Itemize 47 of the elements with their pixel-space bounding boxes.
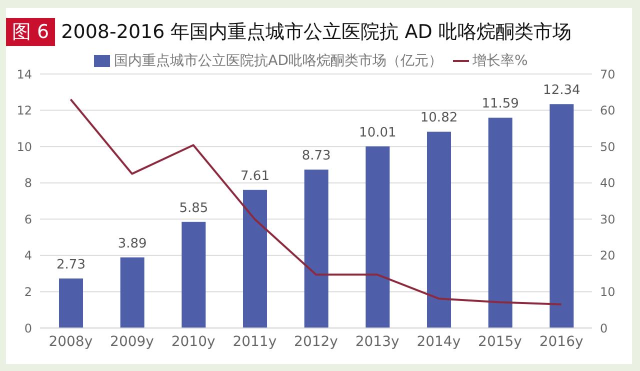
y-tick-label: 14 xyxy=(16,67,32,82)
y-tick-label: 10 xyxy=(16,140,32,154)
bar xyxy=(120,257,144,328)
caption: 图 6 xyxy=(6,18,56,46)
x-tick-label: 2012y xyxy=(294,334,338,350)
legend-label: 国内重点城市公立医院抗AD吡咯烷酮类市场（亿元） xyxy=(114,53,443,69)
data-label: 7.61 xyxy=(240,168,270,184)
y-tick-label: 12 xyxy=(16,104,32,118)
data-label: 10.82 xyxy=(420,110,458,126)
data-label: 12.34 xyxy=(543,83,580,98)
x-tick-label: 2008y xyxy=(48,334,93,350)
y-tick-label: 2 xyxy=(24,284,32,299)
y-tick-label: 4 xyxy=(24,248,32,263)
y-tick-label: 8 xyxy=(24,176,32,190)
data-label: 8.73 xyxy=(302,148,331,164)
bar xyxy=(366,146,390,328)
bar xyxy=(427,132,451,328)
y2-tick-label: 50 xyxy=(600,140,616,154)
bar xyxy=(550,104,574,328)
y2-tick-label: 10 xyxy=(600,284,616,299)
y2-tick-label: 20 xyxy=(600,248,616,263)
data-label: 5.85 xyxy=(179,200,208,216)
y2-tick-label: 0 xyxy=(600,321,608,336)
y2-tick-label: 30 xyxy=(600,212,616,226)
data-label: 3.89 xyxy=(118,236,147,252)
bar xyxy=(182,222,206,328)
data-label: 11.59 xyxy=(482,96,519,112)
legend-label: 增长率% xyxy=(472,53,528,69)
data-label: 2.73 xyxy=(56,257,86,272)
chart-title: 2008-2016 年国内重点城市公立医院抗 AD 吡咯烷酮类市场 xyxy=(61,20,572,45)
y2-tick-label: 60 xyxy=(600,104,616,118)
x-tick-label: 2014y xyxy=(416,334,461,350)
bar xyxy=(488,118,512,328)
bar xyxy=(59,278,83,328)
bar xyxy=(304,170,328,328)
bar xyxy=(243,190,267,328)
x-tick-label: 2013y xyxy=(355,334,400,350)
x-tick-label: 2015y xyxy=(478,334,522,350)
y2-tick-label: 40 xyxy=(600,176,616,190)
x-tick-label: 2009y xyxy=(110,334,154,350)
x-tick-label: 2010y xyxy=(171,334,216,350)
x-tick-label: 2011y xyxy=(232,334,277,350)
y2-tick-label: 70 xyxy=(600,67,616,82)
y-tick-label: 6 xyxy=(24,212,32,226)
data-label: 10.01 xyxy=(359,125,396,140)
y-tick-label: 0 xyxy=(24,321,32,336)
x-tick-label: 2016y xyxy=(539,334,584,350)
